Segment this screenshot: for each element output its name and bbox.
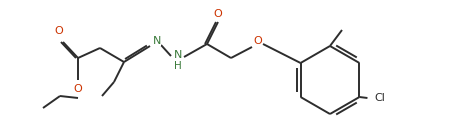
Text: N: N [153,36,161,46]
Text: O: O [74,84,82,94]
Text: N: N [174,50,182,60]
Text: O: O [55,26,63,36]
Text: H: H [174,61,182,71]
Text: Cl: Cl [374,93,385,103]
Text: O: O [213,9,222,19]
Text: O: O [254,36,263,46]
